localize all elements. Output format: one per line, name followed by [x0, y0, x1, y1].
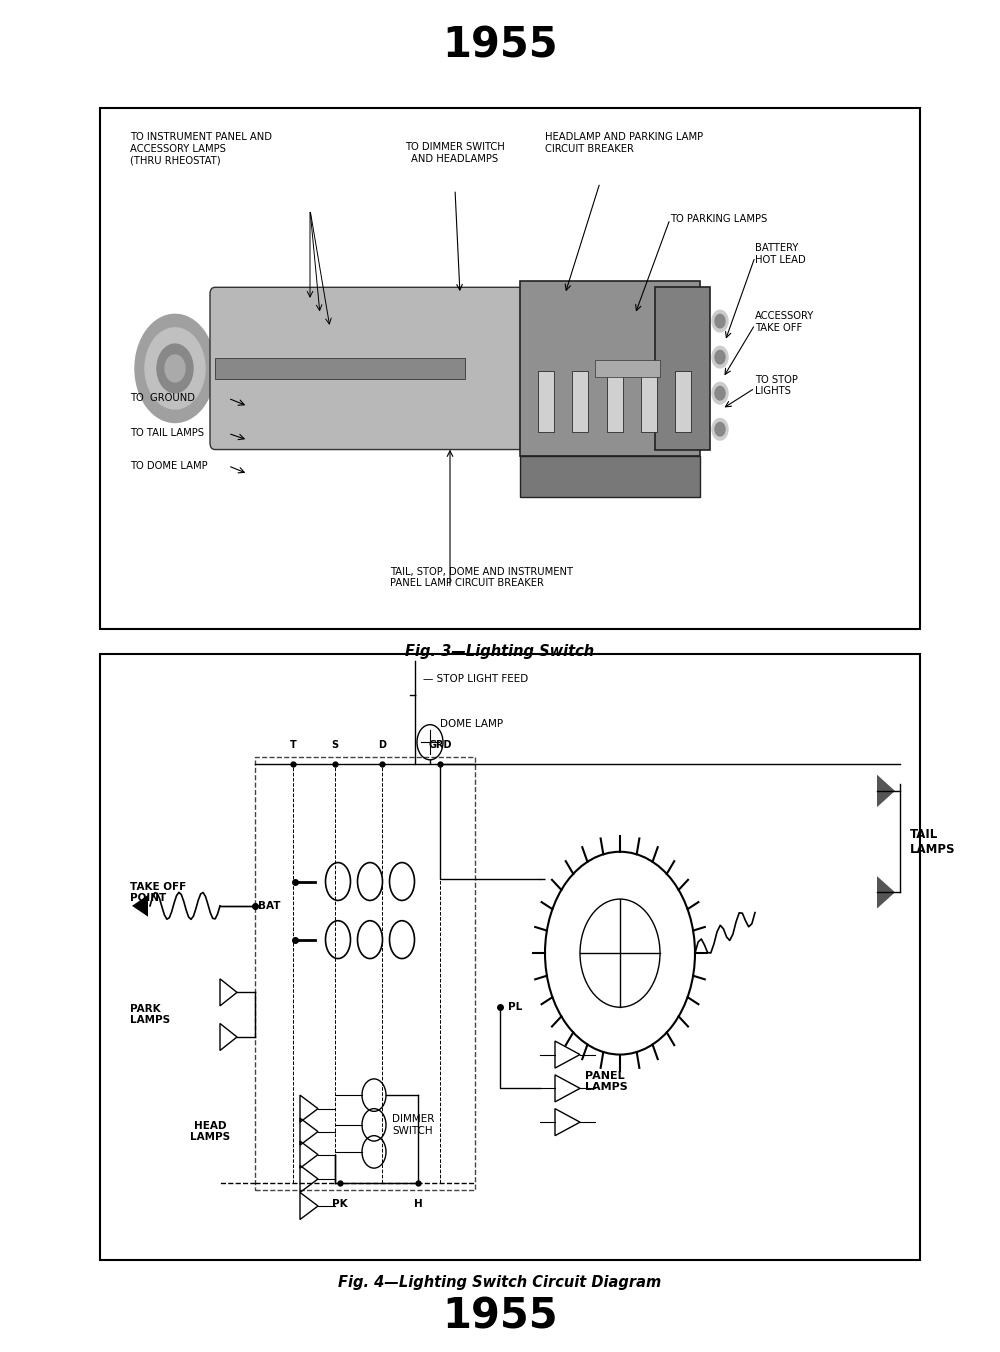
Text: GRD: GRD	[428, 741, 452, 750]
Text: DOME LAMP: DOME LAMP	[440, 719, 503, 729]
Bar	[675, 370, 691, 431]
Bar	[520, 280, 700, 456]
Bar	[100, 654, 920, 1260]
Text: PK: PK	[332, 1199, 348, 1209]
Text: D: D	[378, 741, 386, 750]
Bar	[606, 370, 622, 431]
Text: BATTERY
HOT LEAD: BATTERY HOT LEAD	[755, 243, 806, 265]
Text: TO DIMMER SWITCH
AND HEADLAMPS: TO DIMMER SWITCH AND HEADLAMPS	[405, 142, 505, 164]
Circle shape	[165, 354, 185, 383]
Bar	[255, 757, 475, 1190]
Bar	[572, 370, 588, 431]
Text: — STOP LIGHT FEED: — STOP LIGHT FEED	[423, 673, 528, 684]
Text: TO STOP
LIGHTS: TO STOP LIGHTS	[755, 375, 798, 396]
Text: HEADLAMP AND PARKING LAMP
CIRCUIT BREAKER: HEADLAMP AND PARKING LAMP CIRCUIT BREAKE…	[545, 132, 703, 154]
Text: TO DOME LAMP: TO DOME LAMP	[130, 461, 208, 470]
Polygon shape	[877, 775, 895, 807]
Bar	[215, 357, 465, 379]
Text: TO  GROUND: TO GROUND	[130, 393, 195, 403]
Bar	[641, 370, 657, 431]
Text: PANEL
LAMPS: PANEL LAMPS	[585, 1071, 628, 1092]
Text: 1955: 1955	[442, 24, 558, 68]
Text: H: H	[414, 1199, 422, 1209]
Circle shape	[715, 387, 725, 400]
Bar	[595, 360, 660, 376]
Text: S: S	[331, 741, 339, 750]
Text: Fig. 3—Lighting Switch: Fig. 3—Lighting Switch	[405, 644, 595, 658]
Circle shape	[135, 314, 215, 422]
Text: HEAD
LAMPS: HEAD LAMPS	[190, 1121, 230, 1142]
Text: PARK
LAMPS: PARK LAMPS	[130, 1005, 170, 1025]
Circle shape	[715, 422, 725, 435]
Circle shape	[712, 310, 728, 333]
Circle shape	[145, 327, 205, 408]
Circle shape	[715, 350, 725, 364]
Text: Fig. 4—Lighting Switch Circuit Diagram: Fig. 4—Lighting Switch Circuit Diagram	[338, 1275, 662, 1290]
Bar	[100, 108, 920, 629]
Circle shape	[712, 346, 728, 368]
Text: TAIL, STOP, DOME AND INSTRUMENT
PANEL LAMP CIRCUIT BREAKER: TAIL, STOP, DOME AND INSTRUMENT PANEL LA…	[390, 566, 573, 588]
Bar	[520, 456, 700, 496]
Text: TO INSTRUMENT PANEL AND
ACCESSORY LAMPS
(THRU RHEOSTAT): TO INSTRUMENT PANEL AND ACCESSORY LAMPS …	[130, 132, 272, 166]
Text: TAKE OFF
POINT: TAKE OFF POINT	[130, 882, 186, 903]
Text: TAIL
LAMPS: TAIL LAMPS	[910, 827, 955, 856]
Bar	[538, 370, 554, 431]
Text: PL: PL	[508, 1002, 522, 1013]
Text: TO TAIL LAMPS: TO TAIL LAMPS	[130, 429, 204, 438]
Text: DIMMER
SWITCH: DIMMER SWITCH	[392, 1114, 434, 1136]
Circle shape	[712, 419, 728, 441]
Circle shape	[712, 383, 728, 404]
Circle shape	[157, 343, 193, 392]
Text: T: T	[290, 741, 296, 750]
Polygon shape	[132, 895, 148, 917]
Text: ACCESSORY
TAKE OFF: ACCESSORY TAKE OFF	[755, 311, 814, 333]
Text: 1955: 1955	[442, 1295, 558, 1338]
Circle shape	[715, 314, 725, 327]
Text: BAT: BAT	[258, 900, 280, 911]
Text: TO PARKING LAMPS: TO PARKING LAMPS	[670, 214, 767, 224]
FancyBboxPatch shape	[210, 288, 600, 449]
Polygon shape	[877, 876, 895, 909]
Bar	[655, 288, 710, 449]
